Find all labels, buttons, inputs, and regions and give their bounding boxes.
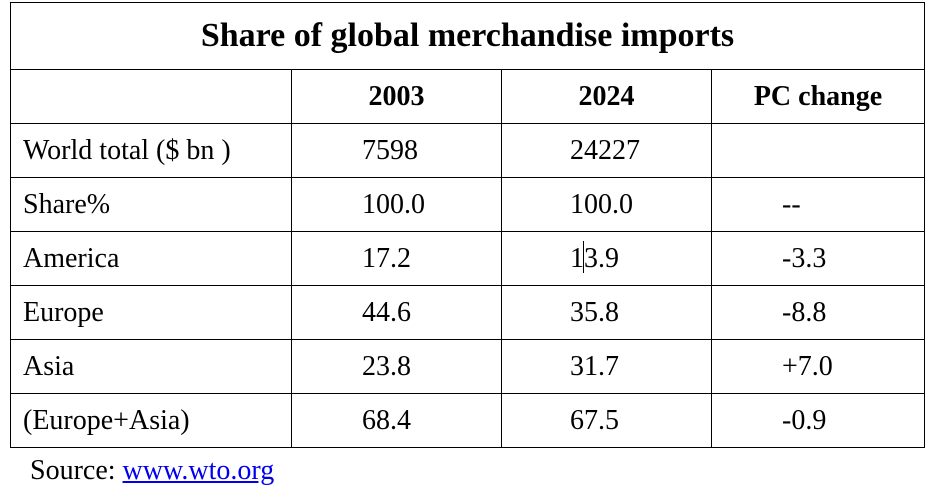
cell-text: 23.8 [362, 350, 411, 382]
value-2003: 23.8 [291, 339, 502, 394]
table-row: (Europe+Asia) 68.4 67.5 -0.9 [10, 393, 925, 448]
row-label: World total ($ bn ) [10, 123, 292, 178]
cell-text: +7.0 [782, 350, 833, 382]
row-label: (Europe+Asia) [10, 393, 292, 448]
cell-text: 13.9 [570, 242, 619, 274]
header-2003: 2003 [291, 69, 502, 124]
cell-text: 24227 [570, 134, 640, 166]
table-row: World total ($ bn ) 7598 24227 [10, 123, 925, 178]
cell-text: Europe [23, 296, 104, 328]
table-row: Share% 100.0 100.0 -- [10, 177, 925, 232]
table-title: Share of global merchandise imports [10, 2, 925, 70]
row-label: Asia [10, 339, 292, 394]
cell-text: World total ($ bn ) [23, 134, 231, 166]
row-label: America [10, 231, 292, 286]
cell-text: 17.2 [362, 242, 411, 274]
table-row: Europe 44.6 35.8 -8.8 [10, 285, 925, 340]
source-link[interactable]: www.wto.org [122, 455, 275, 486]
table-row: Asia 23.8 31.7 +7.0 [10, 339, 925, 394]
value-2024: 100.0 [501, 177, 712, 232]
cell-text: (Europe+Asia) [23, 404, 190, 436]
value-2003: 44.6 [291, 285, 502, 340]
pc-change: -0.9 [711, 393, 925, 448]
value-2003: 100.0 [291, 177, 502, 232]
pc-change: +7.0 [711, 339, 925, 394]
header-2024: 2024 [501, 69, 712, 124]
pc-change: -3.3 [711, 231, 925, 286]
row-label: Share% [10, 177, 292, 232]
value-2003: 68.4 [291, 393, 502, 448]
pc-change [711, 123, 925, 178]
cell-text: America [23, 242, 120, 274]
value-2003: 7598 [291, 123, 502, 178]
cell-text: -- [782, 188, 801, 220]
header-row: 2003 2024 PC change [10, 69, 925, 124]
value-2024: 67.5 [501, 393, 712, 448]
cell-text: 100.0 [570, 188, 633, 220]
cell-text: Asia [23, 350, 75, 382]
cell-text: 67.5 [570, 404, 619, 436]
cell-text: 7598 [362, 134, 418, 166]
value-2024: 24227 [501, 123, 712, 178]
value-2024: 13.9 [501, 231, 712, 286]
pc-change: -8.8 [711, 285, 925, 340]
value-2024: 31.7 [501, 339, 712, 394]
cell-text: 68.4 [362, 404, 411, 436]
cell-text: 35.8 [570, 296, 619, 328]
value-2024: 35.8 [501, 285, 712, 340]
cell-text: 31.7 [570, 350, 619, 382]
pc-change: -- [711, 177, 925, 232]
source-label: Source: [30, 455, 123, 486]
imports-table: Share of global merchandise imports 2003… [10, 2, 925, 448]
cell-text: Share% [23, 188, 111, 220]
row-label: Europe [10, 285, 292, 340]
cell-text: -3.3 [782, 242, 827, 274]
cell-text: -0.9 [782, 404, 827, 436]
source-line: Source: www.wto.org [30, 455, 274, 487]
table-row: America 17.2 13.9 -3.3 [10, 231, 925, 286]
header-pc-change: PC change [711, 69, 925, 124]
value-2003: 17.2 [291, 231, 502, 286]
cell-text: -8.8 [782, 296, 827, 328]
cell-text: 44.6 [362, 296, 411, 328]
header-empty [10, 69, 292, 124]
cell-text: 100.0 [362, 188, 425, 220]
